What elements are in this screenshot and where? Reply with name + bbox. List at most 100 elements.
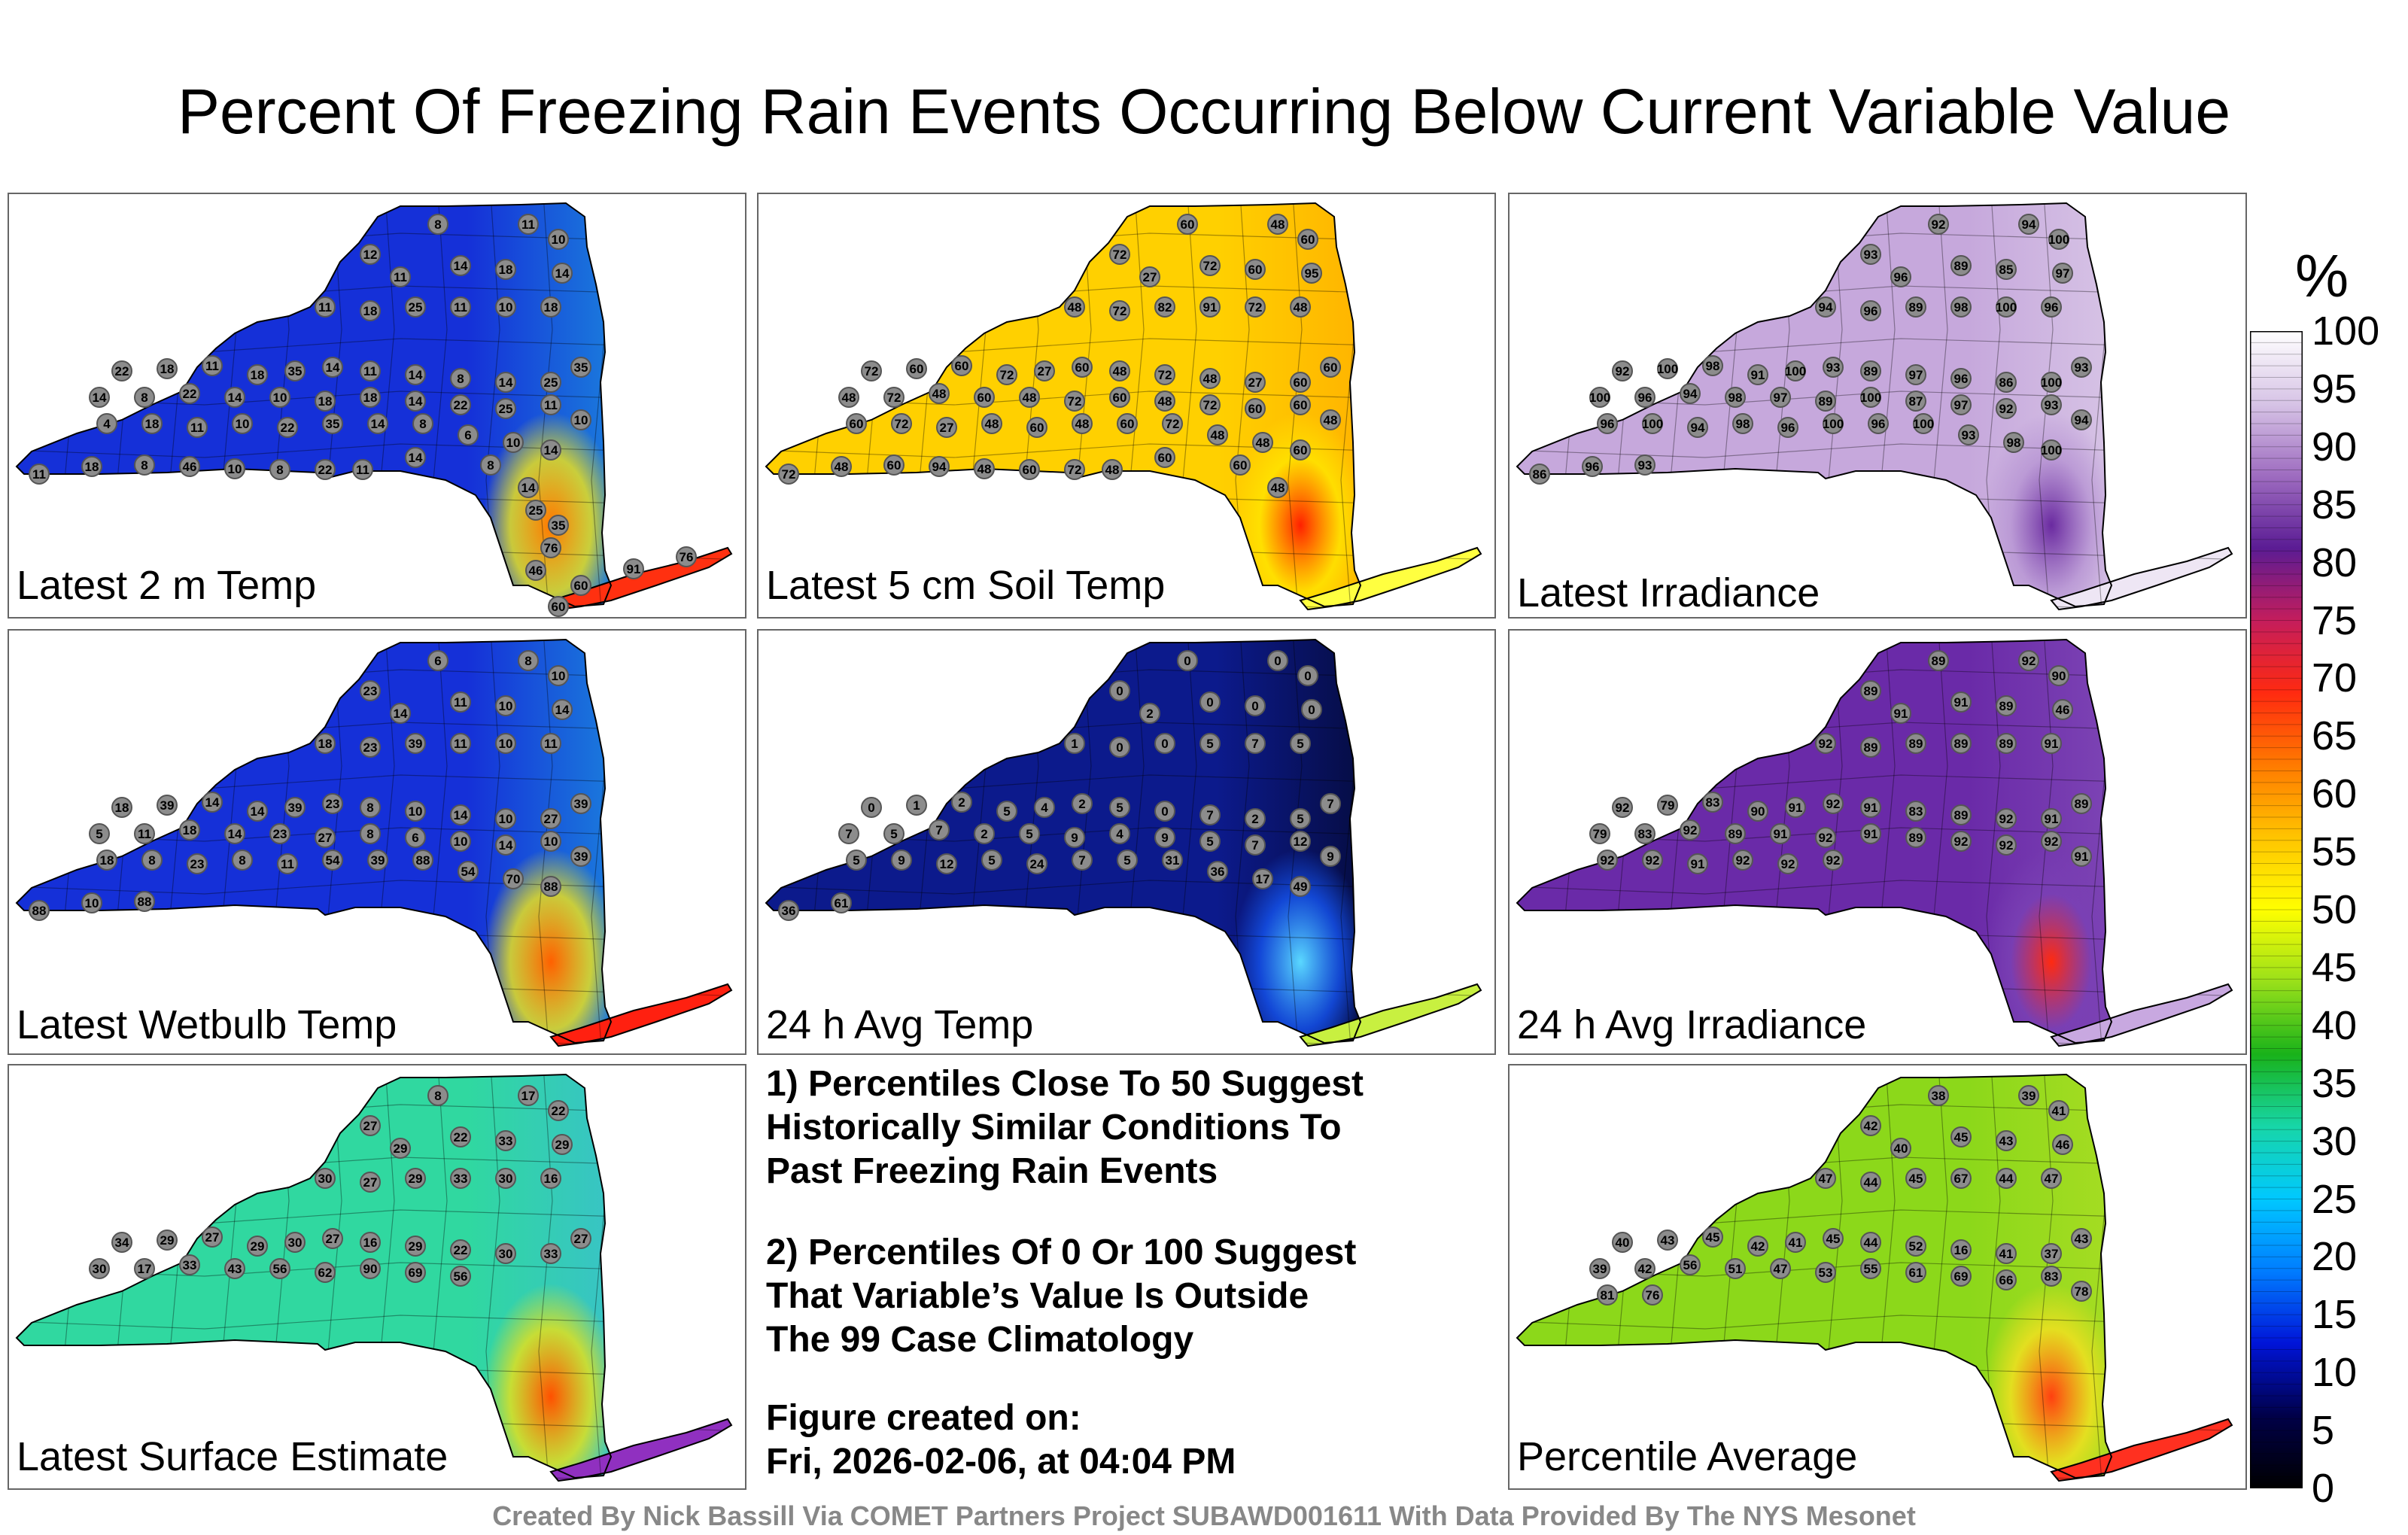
station-marker: [2003, 432, 2024, 453]
station-value: 22: [454, 398, 468, 412]
station-marker: [495, 808, 516, 829]
station-value: 97: [1909, 368, 1923, 382]
ny-state-map: 60 48 60 72 27 72 60 95 48 72 82 91 72 48 72 60 60 72 27 60…: [765, 202, 1482, 611]
colorbar-tick-label: 85: [2312, 482, 2358, 527]
ny-state-map: 8 17 22 27 29 22 33 29 30 27 29 33 30 16 34 29 27 29 30 27 1…: [15, 1073, 733, 1482]
station-value: 91: [627, 562, 641, 576]
station-marker: [1290, 733, 1311, 754]
station-value: 92: [1999, 402, 2014, 416]
station-marker: [89, 387, 110, 408]
station-value: 11: [544, 398, 558, 412]
station-value: 97: [1774, 391, 1788, 405]
station-value: 11: [454, 695, 467, 710]
station-value: 29: [394, 1141, 408, 1156]
station-marker: [1996, 733, 2017, 754]
station-marker: [360, 823, 381, 844]
station-marker: [1860, 244, 1881, 265]
station-value: 18: [85, 460, 99, 474]
station-marker: [1950, 1168, 1972, 1189]
station-marker: [1154, 296, 1175, 318]
station-marker: [1996, 695, 2017, 716]
station-marker: [1019, 823, 1040, 844]
station-marker: [1860, 737, 1881, 758]
station-marker: [269, 459, 290, 480]
colorbar-tick-label: 45: [2312, 944, 2358, 990]
station-marker: [1064, 733, 1085, 754]
station-marker: [1026, 417, 1047, 438]
station-value: 60: [574, 579, 588, 593]
station-value: 72: [1000, 368, 1014, 382]
station-value: 7: [935, 823, 942, 837]
station-value: 48: [985, 417, 999, 431]
station-value: 100: [2041, 375, 2062, 390]
station-marker: [360, 300, 381, 321]
station-value: 10: [409, 804, 423, 819]
station-value: 72: [1248, 300, 1263, 315]
station-value: 89: [1999, 699, 2014, 713]
station-value: 70: [506, 872, 521, 886]
station-value: 40: [1894, 1141, 1908, 1156]
station-value: 48: [1294, 300, 1308, 315]
station-value: 96: [1781, 421, 1795, 435]
station-value: 11: [190, 421, 204, 435]
station-marker: [450, 296, 471, 318]
station-marker: [495, 1130, 516, 1151]
panel-label: Percentile Average: [1517, 1434, 1858, 1479]
station-value: 91: [1864, 827, 1878, 841]
station-value: 92: [1826, 853, 1841, 868]
station-value: 14: [555, 703, 570, 717]
station-marker: [936, 853, 957, 874]
station-marker: [360, 737, 381, 758]
station-marker: [315, 459, 336, 480]
station-value: 0: [1308, 703, 1315, 717]
station-value: 35: [288, 364, 303, 378]
station-marker: [81, 892, 102, 913]
station-marker: [405, 733, 426, 754]
station-value: 7: [1206, 808, 1213, 822]
station-marker: [224, 387, 245, 408]
station-marker: [1245, 733, 1266, 754]
station-value: 94: [2022, 217, 2036, 232]
station-marker: [831, 892, 852, 913]
station-marker: [1109, 360, 1130, 381]
station-marker: [2052, 1134, 2073, 1155]
station-marker: [322, 850, 343, 871]
station-marker: [247, 364, 268, 385]
station-marker: [2052, 699, 2073, 720]
station-marker: [540, 831, 561, 852]
station-value: 42: [1751, 1239, 1765, 1254]
station-value: 43: [1999, 1134, 2014, 1148]
station-value: 48: [1023, 391, 1037, 405]
station-value: 60: [1233, 458, 1248, 473]
station-value: 12: [1294, 834, 1308, 849]
station-value: 49: [1294, 880, 1308, 894]
station-marker: [540, 439, 561, 460]
station-value: 18: [115, 801, 129, 815]
station-value: 89: [1932, 654, 1946, 668]
station-marker: [315, 1262, 336, 1283]
station-marker: [29, 464, 50, 485]
station-value: 60: [1113, 391, 1127, 405]
station-marker: [495, 1243, 516, 1264]
station-value: 92: [1601, 853, 1615, 868]
station-marker: [1860, 823, 1881, 844]
station-value: 5: [1297, 812, 1303, 826]
station-value: 18: [499, 263, 513, 277]
note-percentile-50: 1) Percentiles Close To 50 Suggest Histo…: [766, 1062, 1364, 1193]
station-marker: [1290, 296, 1311, 318]
station-value: 54: [461, 865, 476, 879]
station-marker: [503, 432, 524, 453]
station-marker: [1777, 417, 1798, 438]
station-value: 14: [205, 795, 220, 810]
station-value: 10: [454, 834, 468, 849]
station-marker: [1154, 827, 1175, 848]
station-marker: [1026, 853, 1047, 874]
station-marker: [548, 665, 569, 686]
station-value: 10: [499, 812, 513, 826]
station-value: 92: [1616, 801, 1630, 815]
station-value: 11: [454, 737, 467, 751]
station-marker: [1680, 819, 1701, 840]
station-value: 10: [552, 669, 566, 683]
map-panel-latest-irradiance: 92 94 100 93 96 89 85 97 94 96 89 98 100 96 92 100 98 91 1…: [1508, 193, 2247, 619]
station-marker: [367, 850, 388, 871]
